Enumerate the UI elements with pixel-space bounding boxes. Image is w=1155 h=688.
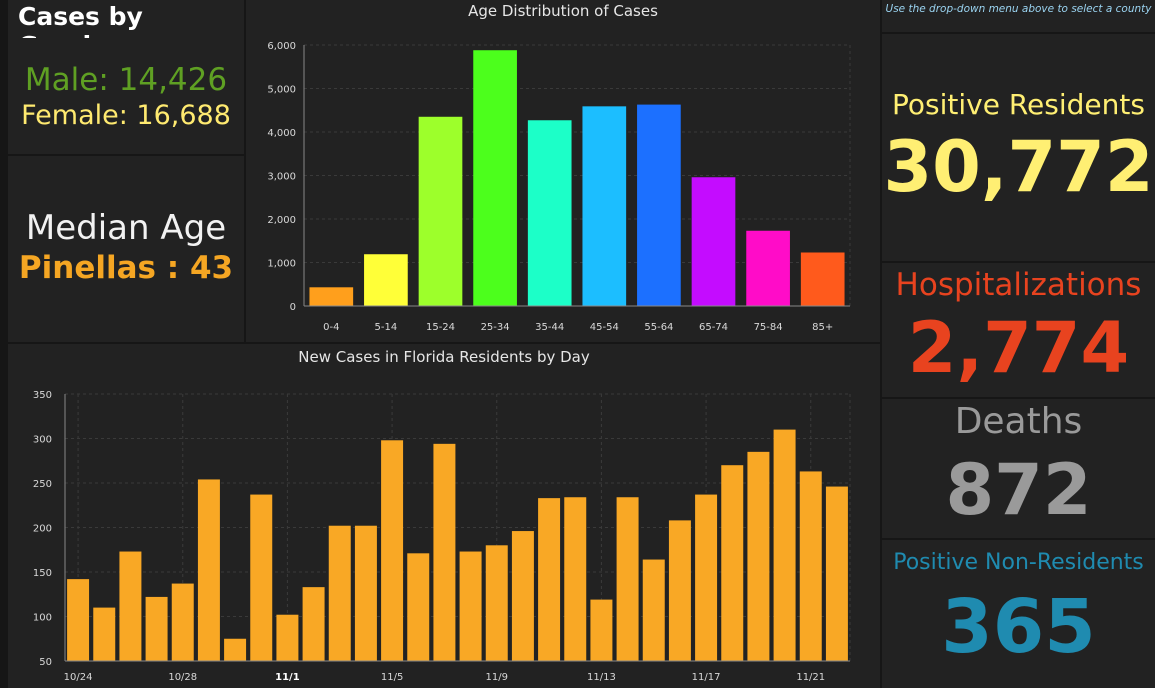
deaths-label: Deaths	[954, 401, 1083, 442]
daily-xtick-label: 11/1	[275, 672, 300, 683]
daily-bar	[747, 451, 770, 661]
daily-bar	[93, 607, 116, 661]
female-count: Female: 16,688	[21, 100, 231, 131]
age-xtick-label: 15-24	[426, 322, 455, 333]
age-xtick-label: 0-4	[323, 322, 339, 333]
daily-xtick-label: 11/17	[692, 672, 721, 683]
daily-bar	[197, 479, 220, 661]
median-age-value: Pinellas : 43	[18, 250, 234, 286]
age-xtick-label: 65-74	[699, 322, 728, 333]
daily-bar	[381, 440, 404, 661]
hospitalizations-value: 2,774	[907, 307, 1130, 389]
daily-ytick-label: 350	[33, 390, 52, 401]
median-age-label: Median Age	[25, 208, 227, 248]
daily-bar	[224, 638, 247, 661]
age-ytick-label: 3,000	[267, 172, 296, 183]
county-hint: Use the drop-down menu above to select a…	[885, 3, 1152, 15]
age-bar	[473, 50, 517, 306]
age-distribution-panel: Age Distribution of Cases 0 1,000 2,000 3,0…	[246, 0, 880, 342]
daily-bar	[328, 525, 351, 661]
daily-bar	[590, 599, 613, 661]
daily-xtick-label: 11/5	[381, 672, 403, 683]
daily-bar	[67, 579, 90, 661]
hospitalizations-label: Hospitalizations	[895, 267, 1142, 303]
daily-bar	[145, 596, 168, 661]
positive-residents-panel: Positive Residents 30,772	[882, 34, 1155, 261]
positive-residents-label: Positive Residents	[892, 88, 1145, 121]
daily-bar	[250, 494, 273, 661]
age-bar	[800, 252, 845, 306]
daily-ytick-label: 100	[33, 613, 52, 624]
gender-title-panel: Cases by Gender	[8, 0, 244, 60]
daily-bar	[538, 498, 561, 661]
age-bar	[418, 116, 463, 307]
daily-bar	[825, 486, 848, 661]
age-bar	[582, 106, 627, 307]
age-chart-title: Age Distribution of Cases	[468, 2, 658, 20]
daily-xtick-label: 11/9	[486, 672, 508, 683]
daily-bar	[511, 531, 534, 661]
hospitalizations-panel: Hospitalizations 2,774	[882, 263, 1155, 397]
age-bar	[527, 120, 572, 306]
age-bar	[364, 254, 408, 306]
age-xtick-label: 5-14	[375, 322, 398, 333]
daily-bar	[459, 551, 482, 661]
age-ytick-label: 4,000	[267, 128, 296, 139]
daily-ytick-label: 150	[33, 568, 52, 579]
daily-ytick-label: 200	[33, 524, 52, 535]
age-xtick-label: 85+	[812, 322, 833, 333]
daily-xtick-label: 10/24	[64, 672, 93, 683]
daily-ytick-label: 250	[33, 479, 52, 490]
daily-xtick-label: 11/13	[587, 672, 616, 683]
daily-bar	[616, 497, 639, 661]
daily-ytick-label: 300	[33, 435, 52, 446]
age-ytick-label: 1,000	[267, 259, 296, 270]
daily-bar	[171, 583, 194, 661]
daily-bar	[773, 429, 796, 661]
non-residents-label: Positive Non-Residents	[893, 550, 1144, 575]
age-xtick-label: 35-44	[535, 322, 564, 333]
daily-xtick-label: 11/21	[796, 672, 825, 683]
age-bar	[691, 177, 736, 306]
gender-panel: Male: 14,426 Female: 16,688	[8, 38, 244, 154]
age-ytick-label: 2,000	[267, 215, 296, 226]
age-bar	[637, 104, 681, 306]
deaths-value: 872	[945, 449, 1092, 531]
daily-bar	[354, 525, 377, 661]
daily-bar	[119, 551, 142, 661]
age-xtick-label: 75-84	[754, 322, 783, 333]
age-distribution-chart: 0 1,000 2,000 3,000 4,000 5,000 6,000 0-4 5-14 15…	[267, 41, 851, 333]
median-age-panel: Median Age Pinellas : 43	[8, 156, 244, 342]
hint-panel: Use the drop-down menu above to select a…	[882, 0, 1155, 32]
deaths-panel: Deaths 872	[882, 399, 1155, 538]
non-residents-value: 365	[941, 584, 1096, 670]
positive-residents-value: 30,772	[883, 126, 1154, 208]
non-residents-panel: Positive Non-Residents 365	[882, 540, 1155, 688]
daily-chart-title: New Cases in Florida Residents by Day	[298, 348, 590, 366]
age-ytick-label: 5,000	[267, 85, 296, 96]
age-ytick-label: 0	[290, 302, 296, 313]
daily-bar	[668, 520, 691, 661]
daily-ytick-label: 50	[39, 657, 52, 668]
age-bar	[309, 287, 354, 306]
age-xtick-label: 45-54	[590, 322, 619, 333]
age-xtick-label: 25-34	[481, 322, 510, 333]
daily-bar	[695, 494, 718, 661]
daily-cases-chart: 50 100 150 200 250 300 350 10/24 10/28 11/1 11/5 11…	[33, 390, 851, 683]
daily-bar	[799, 471, 822, 661]
daily-bar	[276, 614, 299, 661]
daily-bar	[407, 553, 430, 661]
daily-bar	[642, 559, 665, 661]
daily-bar	[721, 465, 744, 661]
daily-cases-panel: New Cases in Florida Residents by Day 50…	[8, 344, 880, 688]
daily-bar	[302, 587, 325, 661]
age-xtick-label: 55-64	[644, 322, 673, 333]
age-bar	[746, 230, 790, 306]
daily-bar	[564, 497, 587, 661]
male-count: Male: 14,426	[24, 62, 228, 98]
age-ytick-label: 6,000	[267, 41, 296, 52]
daily-bar	[485, 545, 508, 661]
daily-bar	[433, 443, 456, 661]
daily-xtick-label: 10/28	[168, 672, 197, 683]
